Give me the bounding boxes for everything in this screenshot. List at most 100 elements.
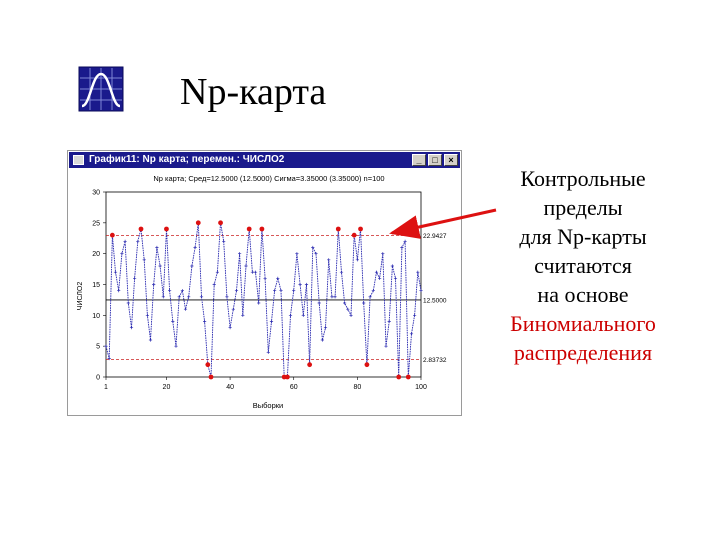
- window-title: График11: Np карта; перемен.: ЧИСЛО2: [89, 154, 285, 165]
- data-point: [384, 344, 388, 348]
- data-point: [368, 295, 372, 299]
- data-point: [225, 295, 229, 299]
- callout-line-highlight: распределения: [513, 340, 653, 365]
- data-point: [298, 282, 302, 287]
- close-button[interactable]: ×: [444, 154, 458, 166]
- data-point: [183, 307, 188, 311]
- data-point: [317, 301, 321, 305]
- plot-area: 0 5 10 15 20 25 30 1 20 40 60 80 100 22.9427 12.5000 2.…: [92, 190, 447, 392]
- data-point: [311, 245, 315, 250]
- out-of-control-point: [218, 220, 223, 226]
- lcl-line-label: 2.83732: [423, 357, 447, 364]
- data-point: [288, 313, 293, 317]
- data-point: [180, 289, 184, 293]
- np-chart: Np карта; Сред=12.5000 (12.5000) Сигма=3…: [77, 174, 447, 410]
- data-point: [158, 264, 162, 268]
- data-point: [374, 270, 379, 274]
- data-point: [400, 245, 404, 250]
- data-point: [250, 270, 254, 274]
- ucl-line-label: 22.9427: [423, 233, 447, 240]
- data-point: [168, 289, 172, 293]
- y-tick-label: 20: [92, 251, 100, 258]
- data-point: [323, 326, 328, 330]
- out-of-control-point: [405, 374, 411, 380]
- data-point: [142, 258, 146, 262]
- x-tick-label: 80: [353, 384, 361, 391]
- data-point: [257, 301, 261, 305]
- data-point: [193, 245, 197, 250]
- center-line-label: 12.5000: [423, 297, 447, 304]
- x-tick-label: 40: [226, 384, 234, 391]
- out-of-control-point: [358, 226, 363, 232]
- out-of-control-point: [284, 374, 290, 380]
- data-point: [161, 295, 165, 299]
- data-point: [269, 319, 274, 324]
- window-titlebar[interactable]: График11: Np карта; перемен.: ЧИСЛО2 _ □…: [69, 152, 460, 168]
- data-point: [371, 289, 375, 293]
- window-app-icon: [73, 155, 84, 165]
- y-tick-label: 15: [92, 282, 100, 289]
- out-of-control-point: [364, 362, 370, 368]
- data-point: [279, 289, 283, 293]
- data-point: [304, 282, 309, 287]
- data-point: [152, 282, 156, 287]
- data-point: [177, 295, 181, 299]
- y-tick-label: 30: [92, 190, 100, 197]
- x-tick-label: 20: [163, 384, 171, 391]
- callout-line: для Np-карты: [519, 224, 647, 249]
- y-axis-label: ЧИСЛО2: [77, 282, 84, 311]
- callout-line: на основе: [537, 282, 629, 307]
- data-point: [155, 245, 159, 250]
- data-point: [263, 276, 267, 280]
- data-point: [133, 276, 137, 280]
- data-point: [403, 239, 407, 243]
- data-point: [148, 338, 153, 342]
- data-point: [190, 264, 194, 268]
- x-tick-label: 100: [415, 384, 427, 391]
- data-point: [387, 319, 391, 324]
- data-point: [362, 301, 366, 305]
- data-point: [120, 252, 124, 256]
- data-point: [107, 356, 111, 361]
- out-of-control-point: [109, 232, 115, 238]
- x-tick-label: 1: [104, 384, 108, 391]
- data-point: [378, 276, 382, 280]
- out-of-control-point: [396, 374, 402, 380]
- data-point: [355, 258, 359, 262]
- callout-line: Контрольные: [520, 166, 646, 191]
- maximize-button[interactable]: □: [428, 154, 442, 166]
- out-of-control-point: [246, 226, 252, 232]
- data-point: [126, 301, 130, 305]
- x-tick-label: 60: [290, 384, 298, 391]
- data-point: [295, 252, 299, 256]
- data-point: [339, 270, 344, 274]
- data-point: [346, 307, 350, 311]
- data-point: [253, 270, 258, 274]
- data-point: [413, 313, 417, 317]
- series-line: [105, 222, 422, 378]
- data-point: [292, 289, 296, 293]
- data-point: [327, 258, 331, 262]
- data-point: [244, 264, 248, 268]
- data-point: [145, 313, 149, 317]
- data-point: [409, 332, 414, 336]
- out-of-control-point: [195, 220, 201, 226]
- y-tick-label: 25: [92, 220, 100, 227]
- data-point: [199, 295, 204, 299]
- data-point: [123, 239, 127, 243]
- data-point: [393, 276, 398, 280]
- minimize-button[interactable]: _: [412, 154, 426, 166]
- data-point: [228, 326, 232, 330]
- data-point: [390, 264, 394, 268]
- out-of-control-point: [205, 362, 211, 368]
- distribution-curve-icon: [78, 66, 124, 112]
- data-point: [381, 252, 385, 256]
- data-point: [212, 282, 216, 287]
- data-point: [215, 270, 219, 274]
- out-of-control-point: [307, 362, 313, 368]
- callout-line-highlight: Биномиального: [510, 311, 656, 336]
- callout-text: Контрольные пределы для Np-карты считают…: [478, 164, 688, 367]
- data-point: [238, 252, 242, 256]
- data-point: [419, 289, 423, 293]
- data-point: [320, 338, 324, 342]
